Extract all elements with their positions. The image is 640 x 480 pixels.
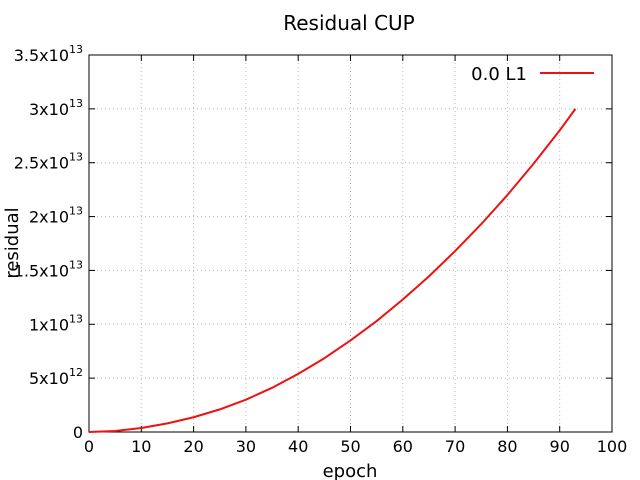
y-tick-exponent: 13 — [69, 151, 83, 164]
y-tick-label: 1.5x1013 — [14, 258, 83, 280]
y-tick-label: 5x1012 — [29, 366, 83, 388]
y-tick-mantissa: 5x10 — [29, 369, 69, 388]
legend: 0.0 L1 — [471, 64, 594, 85]
y-tick-mantissa: 3.5x10 — [14, 46, 69, 65]
grid — [89, 55, 612, 432]
y-tick-label: 3x1013 — [29, 97, 83, 119]
y-tick-mantissa: 3x10 — [29, 100, 69, 119]
y-axis: 05x10121x10131.5x10132x10132.5x10133x101… — [14, 43, 612, 442]
x-axis: 0 10 20 30 40 50 60 70 80 90 100 — [84, 55, 627, 456]
y-tick-exponent: 13 — [69, 43, 83, 56]
x-tick-label: 40 — [288, 437, 308, 456]
series-group — [88, 108, 577, 433]
y-tick-mantissa: 2x10 — [29, 208, 69, 227]
x-tick-label: 0 — [84, 437, 94, 456]
x-tick-label: 10 — [131, 437, 151, 456]
x-tick-label: 70 — [445, 437, 465, 456]
y-tick-label: 2.5x1013 — [14, 151, 83, 173]
x-axis-label: epoch — [323, 461, 378, 480]
x-tick-label: 20 — [183, 437, 203, 456]
legend-label: 0.0 L1 — [471, 64, 527, 85]
y-tick-mantissa: 0 — [73, 423, 83, 442]
x-tick-label: 100 — [597, 437, 628, 456]
y-tick-label: 3.5x1013 — [14, 43, 83, 65]
y-tick-mantissa: 2.5x10 — [14, 154, 69, 173]
y-tick-exponent: 13 — [69, 258, 83, 271]
y-tick-exponent: 13 — [69, 97, 83, 110]
y-axis-label: residual — [2, 207, 23, 278]
chart-title: Residual CUP — [283, 11, 414, 35]
y-tick-label: 0 — [73, 423, 83, 442]
y-tick-mantissa: 1.5x10 — [14, 261, 69, 280]
y-tick-label: 2x1013 — [29, 205, 83, 227]
x-tick-label: 60 — [393, 437, 413, 456]
x-tick-label: 90 — [550, 437, 570, 456]
y-tick-label: 1x1013 — [29, 312, 83, 334]
series-line — [88, 108, 577, 433]
y-tick-exponent: 13 — [69, 205, 83, 218]
y-tick-mantissa: 1x10 — [29, 315, 69, 334]
y-tick-exponent: 13 — [69, 312, 83, 325]
x-tick-label: 80 — [497, 437, 517, 456]
x-tick-label: 30 — [236, 437, 256, 456]
y-tick-exponent: 12 — [69, 366, 83, 379]
x-tick-label: 50 — [340, 437, 360, 456]
